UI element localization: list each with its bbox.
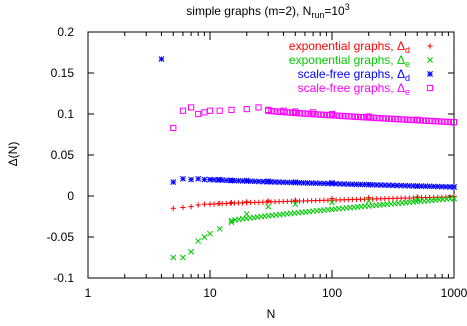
data-point [207,230,213,237]
legend-item: scale-free graphs, Δe [298,81,434,97]
legend-label: scale-free graphs, Δd [298,67,410,83]
x-tick-label: 100 [322,286,342,300]
data-point [188,204,194,210]
y-tick-label: 0.15 [51,66,75,80]
y-tick-label: -0.05 [47,230,75,244]
y-axis-label: Δ(N) [6,142,20,167]
data-point [180,204,186,211]
data-point [179,175,186,182]
data-point [216,107,223,114]
data-point [201,234,208,240]
data-point [195,175,202,182]
data-point [292,201,299,208]
data-point [365,197,372,204]
series-3 [170,104,458,132]
axis-tick-labels: -0.1 -0.05 0 0.05 0.1 0.15 0.2 1 10 100 1000 [47,25,467,300]
data-point [201,176,208,183]
series-1 [170,195,457,261]
data-point [188,176,195,183]
data-point [451,195,457,202]
legend-label: scale-free graphs, Δe [298,81,410,97]
axis-ticks [87,31,455,279]
series-0 [170,194,457,211]
data-point [179,107,187,114]
data-point [228,199,235,206]
data-point [450,119,458,126]
legend-item: scale-free graphs, Δd [298,67,433,83]
legend-label: exponential graphs, Δe [289,53,410,69]
x-tick-label: 1 [85,286,92,300]
data-point [427,71,433,77]
data-point [170,254,177,261]
data-point [188,104,195,111]
series-2 [158,56,457,190]
data-point [188,248,195,255]
data-point [451,184,457,190]
data-point [206,107,214,114]
x-tick-label: 1000 [441,286,467,300]
data-point [265,198,271,204]
data-point [228,106,235,114]
data-point [170,124,177,132]
data-point [216,225,223,232]
y-tick-label: 0.05 [51,148,75,162]
data-point [170,205,176,211]
data-point [320,180,327,187]
series-layer [158,56,458,261]
data-point [195,202,201,208]
data-point [292,179,299,186]
legend-item: exponential graphs, Δe [289,53,433,69]
y-tick-label: 0.1 [57,107,74,121]
chart-title: simple graphs (m=2), Nrun=103 [186,2,349,20]
y-tick-label: -0.1 [53,271,74,285]
data-point [243,105,250,113]
data-point [201,201,208,207]
data-point [255,104,262,111]
y-tick-label: 0.2 [57,25,74,39]
data-point [201,109,208,116]
data-point [310,109,317,116]
x-axis-label: N [267,307,276,321]
data-point [414,196,421,203]
x-tick-label: 10 [203,286,217,300]
data-point [179,254,186,261]
data-point [427,43,433,49]
data-point [228,219,235,226]
data-point [195,238,202,245]
data-point [265,203,272,210]
data-point [329,199,335,206]
data-point [427,57,433,63]
data-point [426,84,434,92]
legend-label: exponential graphs, Δd [289,39,410,55]
legend-item: exponential graphs, Δd [289,39,433,55]
data-point [195,110,202,118]
y-tick-label: 0 [67,189,74,203]
data-point [158,56,165,63]
data-point [288,179,295,186]
data-point [170,179,177,186]
